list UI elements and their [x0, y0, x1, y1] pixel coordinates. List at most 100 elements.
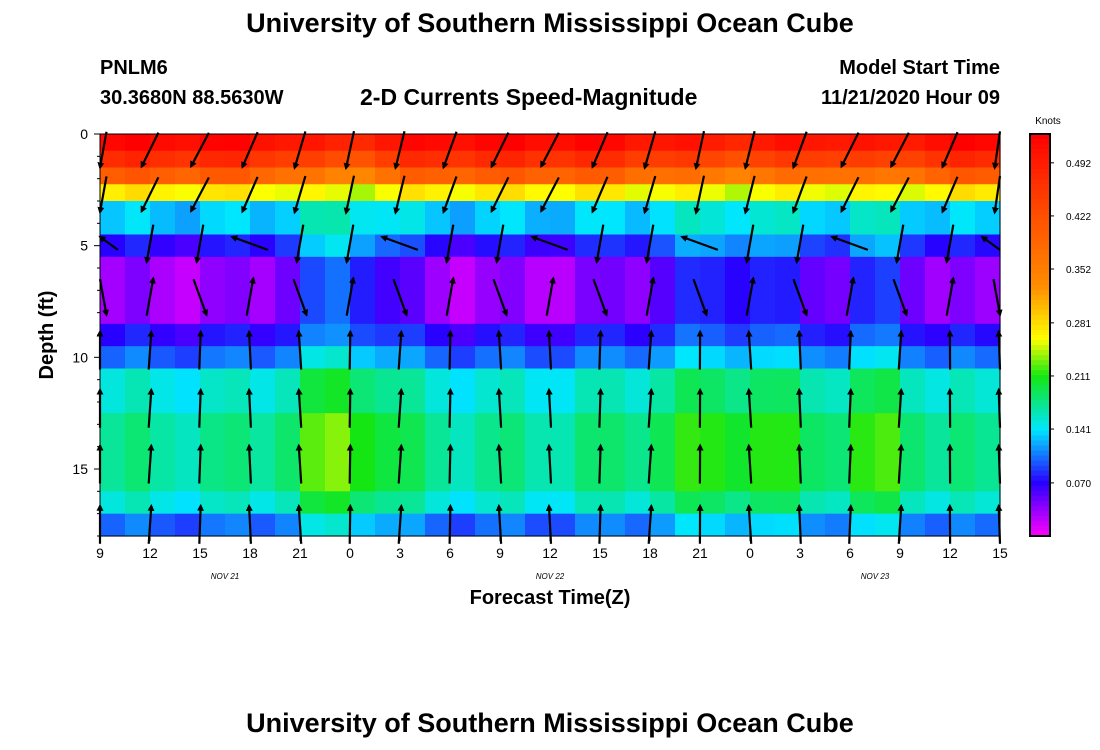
colorbar-segment — [1030, 194, 1050, 200]
heatmap-cell — [275, 167, 301, 185]
heatmap-cell — [100, 457, 126, 492]
heatmap-cell — [975, 346, 1001, 370]
current-arrow — [192, 278, 209, 317]
colorbar-segment — [1030, 500, 1050, 507]
heatmap-cell — [300, 134, 326, 152]
heatmap-cell — [900, 368, 926, 414]
heatmap-cell — [950, 413, 976, 459]
heatmap-cell — [350, 368, 376, 414]
heatmap-cell — [275, 256, 301, 325]
heatmap-cell — [675, 346, 701, 370]
heatmap-cell — [350, 201, 376, 236]
colorbar-tick-label: 0.352 — [1066, 265, 1091, 276]
current-arrow — [647, 443, 655, 484]
heatmap-cell — [125, 513, 151, 537]
heatmap-cell — [700, 413, 726, 459]
heatmap-cell — [850, 457, 876, 492]
heatmap-cell — [700, 368, 726, 414]
heatmap-cell — [150, 457, 176, 492]
heatmap-cell — [725, 457, 751, 492]
heatmap-cell — [200, 413, 226, 459]
heatmap-cell — [475, 150, 501, 169]
heatmap-cell — [475, 201, 501, 236]
heatmap-cell — [750, 134, 776, 152]
current-arrow — [98, 235, 119, 251]
colorbar-segment — [1030, 490, 1050, 497]
current-arrow — [393, 130, 406, 171]
colorbar-segment — [1030, 370, 1050, 376]
current-arrow — [292, 131, 307, 170]
heatmap-cell — [925, 184, 951, 202]
heatmap-cell — [900, 201, 926, 236]
heatmap-cell — [825, 323, 851, 347]
heatmap-cell — [975, 457, 1001, 492]
heatmap-cell — [750, 368, 776, 414]
heatmap-cell — [150, 513, 176, 537]
x-tick-label: 9 — [896, 545, 904, 561]
heatmap-cell — [800, 167, 826, 185]
heatmap-cell — [800, 457, 826, 492]
colorbar-segment — [1030, 299, 1050, 306]
heatmap-cell — [825, 368, 851, 414]
colorbar-segment — [1030, 154, 1050, 160]
x-tick-label: 21 — [292, 545, 308, 561]
current-arrow — [446, 443, 454, 484]
current-arrow — [545, 503, 553, 544]
heatmap-cell — [925, 513, 951, 537]
current-arrow — [642, 175, 657, 215]
current-arrow — [397, 443, 405, 484]
heatmap-cell — [175, 368, 201, 414]
colorbar-segment — [1030, 199, 1050, 205]
heatmap-cell — [300, 150, 326, 169]
current-arrow — [596, 443, 604, 484]
heatmap-cell — [125, 201, 151, 236]
heatmap-cell — [875, 167, 901, 185]
heatmap-cell — [500, 150, 526, 169]
heatmap-cell — [750, 234, 776, 258]
heatmap-cell — [450, 234, 476, 258]
current-arrow — [292, 278, 309, 317]
heatmap-cell — [450, 413, 476, 459]
heatmap-cell — [225, 346, 251, 370]
heatmap-cell — [625, 167, 651, 185]
heatmap-cell — [300, 201, 326, 236]
heatmap-cell — [425, 457, 451, 492]
heatmap-cell — [925, 346, 951, 370]
colorbar-segment — [1030, 304, 1050, 311]
heatmap-cell — [325, 323, 351, 347]
heatmap-cell — [850, 256, 876, 325]
heatmap-cell — [450, 457, 476, 492]
heatmap-cell — [150, 256, 176, 325]
heatmap-cell — [475, 184, 501, 202]
heatmap-cell — [300, 346, 326, 370]
colorbar-tick-label: 0.141 — [1066, 425, 1091, 436]
heatmap-cell — [200, 323, 226, 347]
heatmap-cell — [175, 346, 201, 370]
heatmap-cell — [900, 234, 926, 258]
current-arrow — [647, 329, 655, 370]
heatmap-cell — [450, 346, 476, 370]
current-arrow — [890, 132, 910, 169]
heatmap-cell — [525, 346, 551, 370]
heatmap-cell — [225, 167, 251, 185]
current-arrow — [145, 276, 156, 316]
heatmap-cell — [800, 346, 826, 370]
heatmap-cell — [250, 413, 276, 459]
heatmap-cell — [825, 184, 851, 202]
heatmap-cell — [700, 201, 726, 236]
heatmap-cell — [950, 513, 976, 537]
heatmap-cell — [325, 513, 351, 537]
current-arrow — [140, 132, 160, 169]
current-arrow — [495, 503, 503, 544]
heatmap-cell — [875, 413, 901, 459]
heatmap-cell — [975, 184, 1001, 202]
current-arrow — [792, 278, 809, 317]
colorbar-segment — [1030, 214, 1050, 221]
heatmap-cell — [850, 184, 876, 202]
heatmap-cell — [500, 201, 526, 236]
heatmap-cell — [900, 513, 926, 537]
current-arrow — [292, 175, 307, 215]
heatmap-cell — [275, 413, 301, 459]
heatmap-cell — [600, 413, 626, 459]
heatmap-cell — [975, 167, 1001, 185]
